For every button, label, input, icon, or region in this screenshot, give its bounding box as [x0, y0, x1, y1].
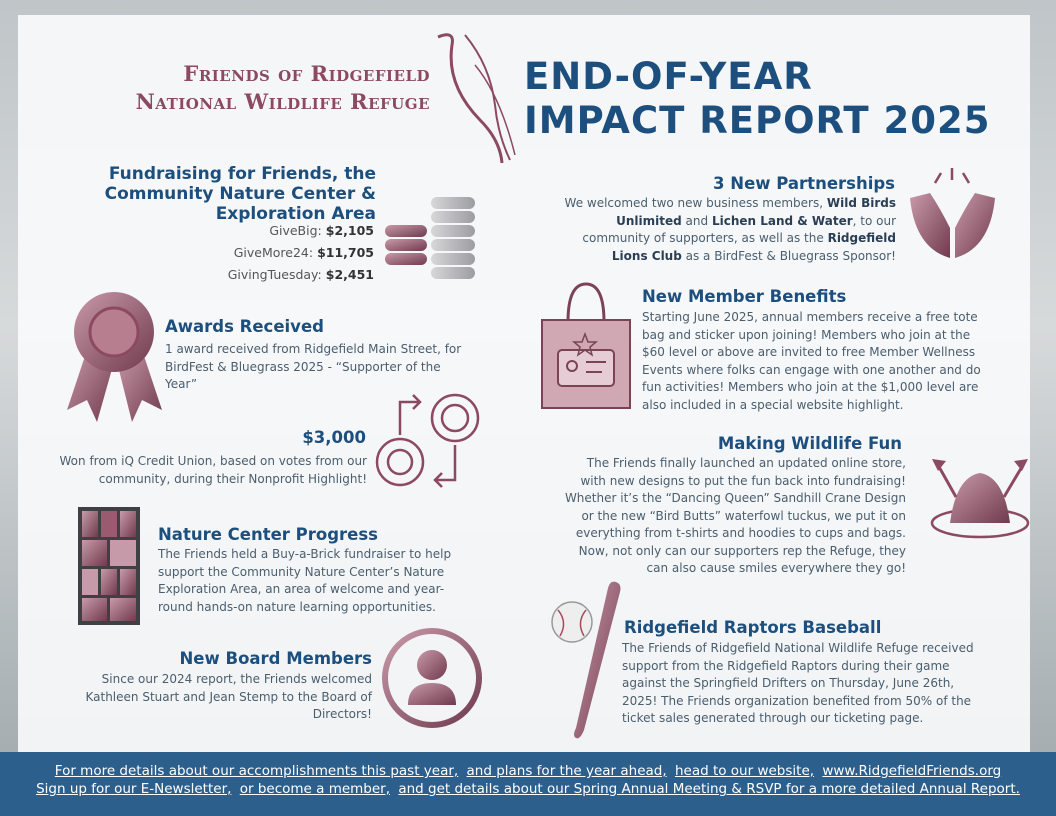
body-text: as a BirdFest & Bluegrass Sponsor!: [681, 248, 896, 263]
person-icon: [382, 628, 482, 728]
org-name: Friends of Ridgefield National Wildlife …: [120, 60, 430, 116]
content-panel: [18, 15, 1030, 752]
partner-name: Lichen Land & Water: [711, 213, 853, 228]
coins-icon: [385, 197, 475, 279]
section-body: Won from iQ Credit Union, based on votes…: [59, 454, 367, 486]
body-text: We welcomed two new business members,: [564, 196, 827, 210]
exchange-icon: [375, 393, 480, 488]
section-heading: $3,000: [302, 428, 366, 447]
body-text: , to our community of supporters, as wel…: [582, 213, 896, 246]
footer-link[interactable]: www.RidgefieldFriends.org: [822, 763, 1002, 779]
footer-line: For more details about our accomplishmen…: [0, 763, 1056, 779]
org-line: National Wildlife Refuge: [135, 89, 430, 114]
fundraising-item: GiveBig: $2,105: [150, 220, 374, 242]
item-value: $11,705: [317, 245, 374, 260]
fundraising-item: GiveMore24: $11,705: [150, 242, 374, 264]
defs: [0, 0, 1, 1]
section-heading: Making Wildlife Fun: [717, 434, 902, 453]
partner-name: Ridgefield Lions Club: [611, 231, 896, 263]
section-heading: 3 New Partnerships: [713, 174, 895, 193]
section-heading: Awards Received: [165, 317, 324, 336]
partner-name: Wild Birds Unlimited: [616, 196, 896, 228]
title-line: END-OF-YEAR: [524, 55, 813, 98]
report-title: END-OF-YEAR IMPACT REPORT 2025: [524, 55, 990, 143]
footer-link[interactable]: For more details about our accomplishmen…: [54, 763, 459, 779]
fundraising-list: GiveBig: $2,105 GiveMore24: $11,705 Givi…: [150, 220, 374, 286]
footer: For more details about our accomplishmen…: [0, 752, 1056, 816]
tote-icon: [541, 282, 631, 409]
section-body: We welcomed two new business members, Wi…: [558, 195, 896, 265]
item-value: $2,105: [325, 223, 374, 238]
footer-link[interactable]: and plans for the year ahead,: [466, 763, 667, 779]
footer-link[interactable]: or become a member,: [239, 781, 391, 797]
section-body: Since our 2024 report, the Friends welco…: [85, 672, 372, 721]
item-label: GivingTuesday:: [227, 267, 322, 282]
fundraising-item: GivingTuesday: $2,451: [150, 264, 374, 286]
section-heading: New Board Members: [179, 649, 373, 668]
baseball-bat-icon: [551, 581, 621, 739]
title-line: IMPACT REPORT 2025: [524, 99, 991, 142]
brick-icon: [78, 507, 140, 625]
org-line: Friends of Ridgefield: [183, 61, 430, 86]
crane-icon: [437, 33, 516, 164]
section-body: 1 award received from Ridgefield Main St…: [165, 342, 462, 391]
footer-line: Sign up for our E-Newsletter, or become …: [0, 781, 1056, 797]
section-body: The Friends of Ridgefield National Wildl…: [622, 641, 974, 725]
section-heading: New Member Benefits: [642, 287, 847, 306]
hands-icon: [910, 168, 995, 258]
item-label: GiveMore24:: [233, 245, 314, 260]
item-label: GiveBig:: [269, 223, 322, 238]
body-text: and: [681, 213, 712, 228]
item-value: $2,451: [325, 267, 374, 282]
section-body: Starting June 2025, annual members recei…: [642, 310, 981, 412]
section-heading: Ridgefield Raptors Baseball: [624, 618, 882, 637]
section-body: The Friends finally launched an updated …: [564, 456, 906, 575]
footer-link[interactable]: Sign up for our E-Newsletter,: [36, 781, 232, 797]
ribbon-icon: [67, 292, 162, 422]
footer-link[interactable]: head to our website,: [674, 763, 815, 779]
footer-link[interactable]: and get details about our Spring Annual …: [398, 781, 1020, 797]
section-body: The Friends held a Buy-a-Brick fundraise…: [158, 547, 452, 614]
section-heading: Nature Center Progress: [158, 525, 379, 544]
section-heading: Fundraising for Friends, the Community N…: [104, 164, 376, 224]
duck-icon: [930, 459, 1030, 539]
